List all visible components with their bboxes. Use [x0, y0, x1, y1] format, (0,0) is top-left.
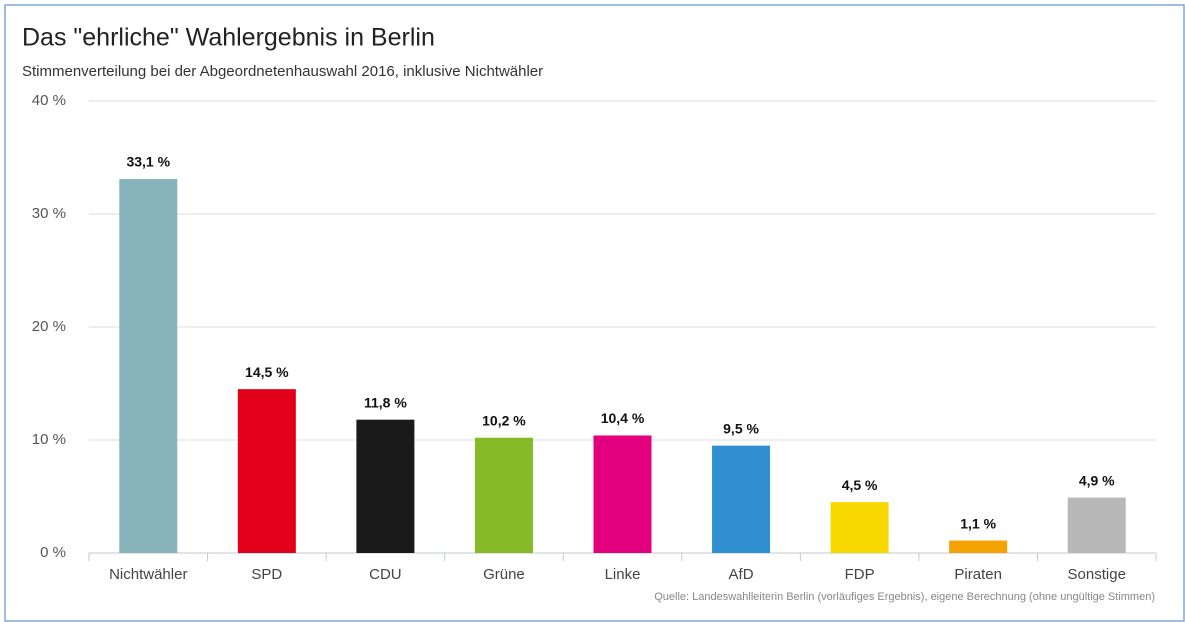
source-note: Quelle: Landeswahlleiterin Berlin (vorlä…	[654, 591, 1155, 603]
x-tick-label: Grüne	[483, 566, 525, 583]
bar	[474, 437, 533, 553]
bar	[712, 445, 771, 553]
x-tick-label: Nichtwähler	[109, 566, 187, 583]
chart-subtitle: Stimmenverteilung bei der Abgeordnetenha…	[22, 63, 543, 80]
y-tick-label: 30 %	[32, 205, 66, 222]
x-tick-label: Linke	[605, 566, 641, 583]
bar	[949, 540, 1008, 553]
data-label: 4,5 %	[842, 477, 878, 493]
data-label: 10,2 %	[482, 412, 526, 428]
y-tick-label: 20 %	[32, 318, 66, 335]
bar	[593, 435, 652, 553]
x-tick-label: FDP	[845, 566, 875, 583]
data-label: 11,8 %	[364, 394, 407, 410]
y-tick-label: 40 %	[32, 92, 66, 109]
y-tick-label: 0 %	[40, 544, 66, 561]
bar	[1067, 497, 1126, 553]
x-tick-label: CDU	[369, 566, 402, 583]
x-tick-label: AfD	[729, 566, 754, 583]
data-label: 9,5 %	[723, 420, 759, 436]
chart-title: Das "ehrliche" Wahlergebnis in Berlin	[22, 24, 435, 52]
data-label: 10,4 %	[601, 410, 645, 426]
data-label: 4,9 %	[1079, 472, 1115, 488]
y-tick-label: 10 %	[32, 431, 66, 448]
x-tick-label: SPD	[251, 566, 282, 583]
data-label: 14,5 %	[245, 364, 289, 380]
bar	[356, 419, 415, 553]
x-tick-label: Sonstige	[1068, 566, 1126, 583]
bar	[830, 502, 889, 553]
data-label: 33,1 %	[126, 154, 170, 170]
bar	[237, 389, 296, 553]
x-tick-label: Piraten	[954, 566, 1002, 583]
data-label: 1,1 %	[960, 515, 996, 531]
bar	[119, 178, 178, 553]
